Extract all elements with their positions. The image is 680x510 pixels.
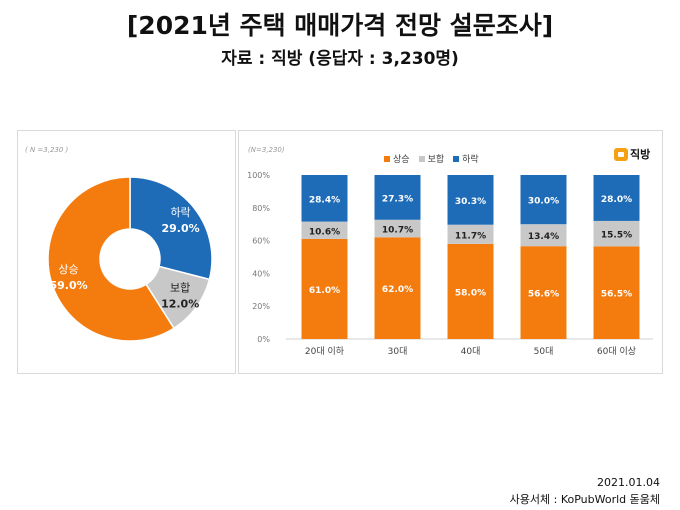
bar-value-label: 10.6% — [309, 227, 340, 237]
y-tick-label: 40% — [252, 269, 270, 278]
bar-value-label: 11.7% — [455, 231, 486, 241]
bar-value-label: 56.5% — [601, 290, 632, 300]
y-tick-label: 100% — [247, 171, 270, 180]
bar-segment — [520, 224, 567, 247]
bar-segment — [593, 220, 640, 247]
bar-value-label: 13.4% — [528, 232, 559, 242]
bar-segment — [301, 238, 348, 339]
date-label: 2021.01.04 — [597, 476, 660, 489]
y-tick-label: 80% — [252, 204, 270, 213]
donut-slice — [129, 176, 213, 281]
donut-slice-label: 보합 — [170, 281, 190, 294]
legend-label-down: 하락 — [462, 155, 479, 165]
donut-slice-value: 29.0% — [161, 222, 199, 235]
bar-segment — [520, 246, 567, 339]
bar-value-label: 10.7% — [382, 226, 413, 236]
bar-value-label: 58.0% — [455, 288, 486, 298]
zigbang-logo: 직방 — [614, 146, 650, 162]
donut-slice-label: 상승 — [58, 263, 78, 276]
page-title: [2021년 주택 매매가격 전망 설문조사] — [126, 11, 554, 40]
bar-segment — [593, 246, 640, 339]
bar-value-label: 30.3% — [455, 197, 486, 207]
bar-segment — [374, 175, 421, 220]
x-tick-label: 30대 — [388, 346, 408, 357]
legend-item-down: 하락 — [453, 152, 479, 165]
bar-segment — [520, 175, 567, 225]
donut-slice-value: 12.0% — [161, 297, 199, 310]
font-credit: 사용서체 : KoPubWorld 돋움체 — [509, 493, 660, 506]
logo-text: 직방 — [630, 148, 651, 161]
bar-segment — [301, 175, 348, 222]
y-tick-label: 20% — [252, 302, 270, 311]
bar-sample-note: (N=3,230) — [248, 146, 285, 154]
bar-segment — [374, 237, 421, 339]
legend-item-up: 상승 — [384, 152, 410, 165]
bar-segment — [301, 221, 348, 239]
donut-slice — [47, 176, 175, 342]
bar-value-label: 28.0% — [601, 195, 632, 205]
bar-value-label: 27.3% — [382, 194, 413, 204]
bar-value-label: 61.0% — [309, 286, 340, 296]
y-tick-label: 0% — [257, 335, 270, 344]
bar-segment — [374, 219, 421, 238]
bar-value-label: 30.0% — [528, 197, 559, 207]
bar-value-label: 56.6% — [528, 290, 559, 300]
bar-segment — [447, 224, 494, 244]
y-tick-label: 60% — [252, 237, 270, 246]
donut-chart: 하락 29.0% 보합 12.0% 상승 59.0% — [47, 176, 213, 342]
stacked-bar-chart: 0% 20% 40% 60% 80% 100% 61.0% 10.6% 28.4% 20대 이하 6… — [247, 171, 653, 357]
bar-value-label: 15.5% — [601, 231, 632, 241]
x-tick-label: 50대 — [534, 346, 554, 357]
house-logo-icon — [614, 147, 628, 161]
donut-slice-value: 59.0% — [49, 279, 87, 292]
donut-slice-label: 하락 — [170, 205, 190, 219]
bar-segment — [593, 175, 640, 221]
legend-item-hold: 보합 — [418, 152, 445, 165]
x-tick-label: 60대 이상 — [597, 346, 636, 357]
x-tick-label: 20대 이하 — [305, 346, 345, 357]
legend-label-up: 상승 — [393, 155, 410, 165]
legend-label-hold: 보합 — [427, 155, 445, 165]
bar-value-label: 62.0% — [382, 285, 413, 295]
bar-legend: 상승 보합 하락 — [384, 152, 479, 165]
x-tick-label: 40대 — [461, 346, 481, 357]
bar-segment — [447, 243, 494, 339]
bar-segment — [447, 175, 494, 225]
pie-sample-note: ( N =3,230 ) — [25, 146, 69, 154]
bar-value-label: 28.4% — [309, 195, 340, 205]
page-subtitle: 자료 : 직방 (응답자 : 3,230명) — [221, 49, 459, 69]
